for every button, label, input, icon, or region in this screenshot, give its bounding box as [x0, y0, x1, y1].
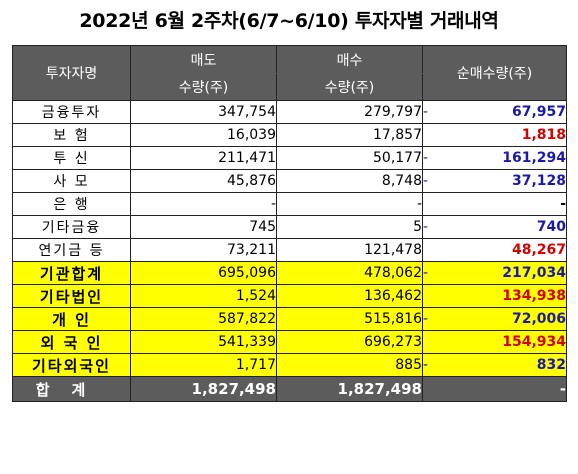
net-sign: -: [423, 357, 429, 373]
sell-quantity: 1,717: [130, 353, 277, 377]
header-buy-top: 매수: [276, 45, 423, 74]
buy-quantity: 478,062: [276, 261, 423, 285]
total-row: 합계 1,827,498 1,827,498 -: [12, 376, 567, 402]
net-buy-quantity: 48,267: [422, 238, 567, 262]
buy-quantity: 17,857: [276, 123, 423, 147]
net-sign: -: [423, 265, 429, 281]
table-row: 금융투자 347,754 279,797- 67,957: [12, 100, 567, 124]
investor-trading-table: 투자자명 매도 매수 순매수량(주) 수량(주) 수량(주) 금융투자 347,7…: [12, 45, 567, 402]
investor-name: 은 행: [12, 192, 131, 216]
sell-quantity: 73,211: [130, 238, 277, 262]
table-row: 은 행---: [12, 192, 567, 216]
investor-name: 투 신: [12, 146, 131, 170]
sell-quantity: -: [130, 192, 277, 216]
buy-quantity: -: [276, 192, 423, 216]
buy-quantity: 5: [276, 215, 423, 239]
sell-quantity: 347,754: [130, 100, 277, 124]
net-buy-quantity: 154,934: [422, 330, 567, 354]
table-row: 사 모 45,876 8,748- 37,128: [12, 169, 567, 193]
net-sign: -: [423, 219, 429, 235]
net-buy-quantity: - 832: [422, 353, 567, 377]
table-row: 외 국 인 541,339 696,273 154,934: [12, 330, 567, 354]
investor-name: 연기금 등: [12, 238, 131, 262]
header-sell-bottom: 수량(주): [130, 73, 277, 101]
investor-name: 기관합계: [12, 261, 131, 285]
net-buy-quantity: - 37,128: [422, 169, 567, 193]
header-net: 순매수량(주): [422, 45, 567, 101]
net-buy-quantity: - 72,006: [422, 307, 567, 331]
total-sell: 1,827,498: [130, 376, 277, 402]
investor-name: 기타금융: [12, 215, 131, 239]
total-buy: 1,827,498: [276, 376, 423, 402]
net-sign: -: [423, 150, 429, 166]
header-investor: 투자자명: [12, 45, 131, 101]
table-row: 보 험 16,039 17,857 1,818: [12, 123, 567, 147]
sell-quantity: 16,039: [130, 123, 277, 147]
net-sign: -: [423, 104, 429, 120]
buy-quantity: 885: [276, 353, 423, 377]
net-buy-quantity: 134,938: [422, 284, 567, 308]
table-row: 기타법인 1,524 136,462 134,938: [12, 284, 567, 308]
net-value: 832: [536, 357, 566, 373]
table-row: 연기금 등 73,211 121,478 48,267: [12, 238, 567, 262]
net-sign: -: [423, 311, 429, 327]
sell-quantity: 541,339: [130, 330, 277, 354]
sell-quantity: 745: [130, 215, 277, 239]
net-buy-quantity: - 67,957: [422, 100, 567, 124]
net-value: 134,938: [502, 288, 566, 304]
net-buy-quantity: - 161,294: [422, 146, 567, 170]
buy-quantity: 8,748: [276, 169, 423, 193]
buy-quantity: 121,478: [276, 238, 423, 262]
net-value: 217,034: [502, 265, 566, 281]
table-row: 기관합계 695,096 478,062- 217,034: [12, 261, 567, 285]
table-row: 기타금융 745 5- 740: [12, 215, 567, 239]
net-value: 48,267: [511, 242, 566, 258]
net-value: 1,818: [521, 127, 566, 143]
header-sell-top: 매도: [130, 45, 277, 74]
net-buy-quantity: -: [422, 192, 567, 216]
investor-name: 금융투자: [12, 100, 131, 124]
sell-quantity: 211,471: [130, 146, 277, 170]
investor-name: 기타외국인: [12, 353, 131, 377]
buy-quantity: 515,816: [276, 307, 423, 331]
sell-quantity: 587,822: [130, 307, 277, 331]
net-buy-quantity: - 740: [422, 215, 567, 239]
buy-quantity: 279,797: [276, 100, 423, 124]
table-row: 개 인 587,822 515,816- 72,006: [12, 307, 567, 331]
buy-quantity: 50,177: [276, 146, 423, 170]
net-value: -: [560, 196, 566, 212]
net-value: 740: [536, 219, 566, 235]
net-sign: -: [423, 173, 429, 189]
net-value: 154,934: [502, 334, 566, 350]
sell-quantity: 695,096: [130, 261, 277, 285]
table-row: 기타외국인 1,717 885- 832: [12, 353, 567, 377]
total-net: -: [422, 376, 567, 402]
total-label: 합계: [12, 376, 131, 402]
header-buy-bottom: 수량(주): [276, 73, 423, 101]
net-buy-quantity: - 217,034: [422, 261, 567, 285]
investor-name: 개 인: [12, 307, 131, 331]
net-value: 72,006: [511, 311, 566, 327]
page-title: 2022년 6월 2주차(6/7~6/10) 투자자별 거래내역: [79, 10, 499, 32]
buy-quantity: 696,273: [276, 330, 423, 354]
net-value: 161,294: [502, 150, 566, 166]
investor-name: 외 국 인: [12, 330, 131, 354]
net-buy-quantity: 1,818: [422, 123, 567, 147]
investor-name: 기타법인: [12, 284, 131, 308]
sell-quantity: 1,524: [130, 284, 277, 308]
table-row: 투 신 211,471 50,177- 161,294: [12, 146, 567, 170]
investor-name: 사 모: [12, 169, 131, 193]
net-value: 67,957: [511, 104, 566, 120]
investor-name: 보 험: [12, 123, 131, 147]
buy-quantity: 136,462: [276, 284, 423, 308]
sell-quantity: 45,876: [130, 169, 277, 193]
net-value: 37,128: [511, 173, 566, 189]
